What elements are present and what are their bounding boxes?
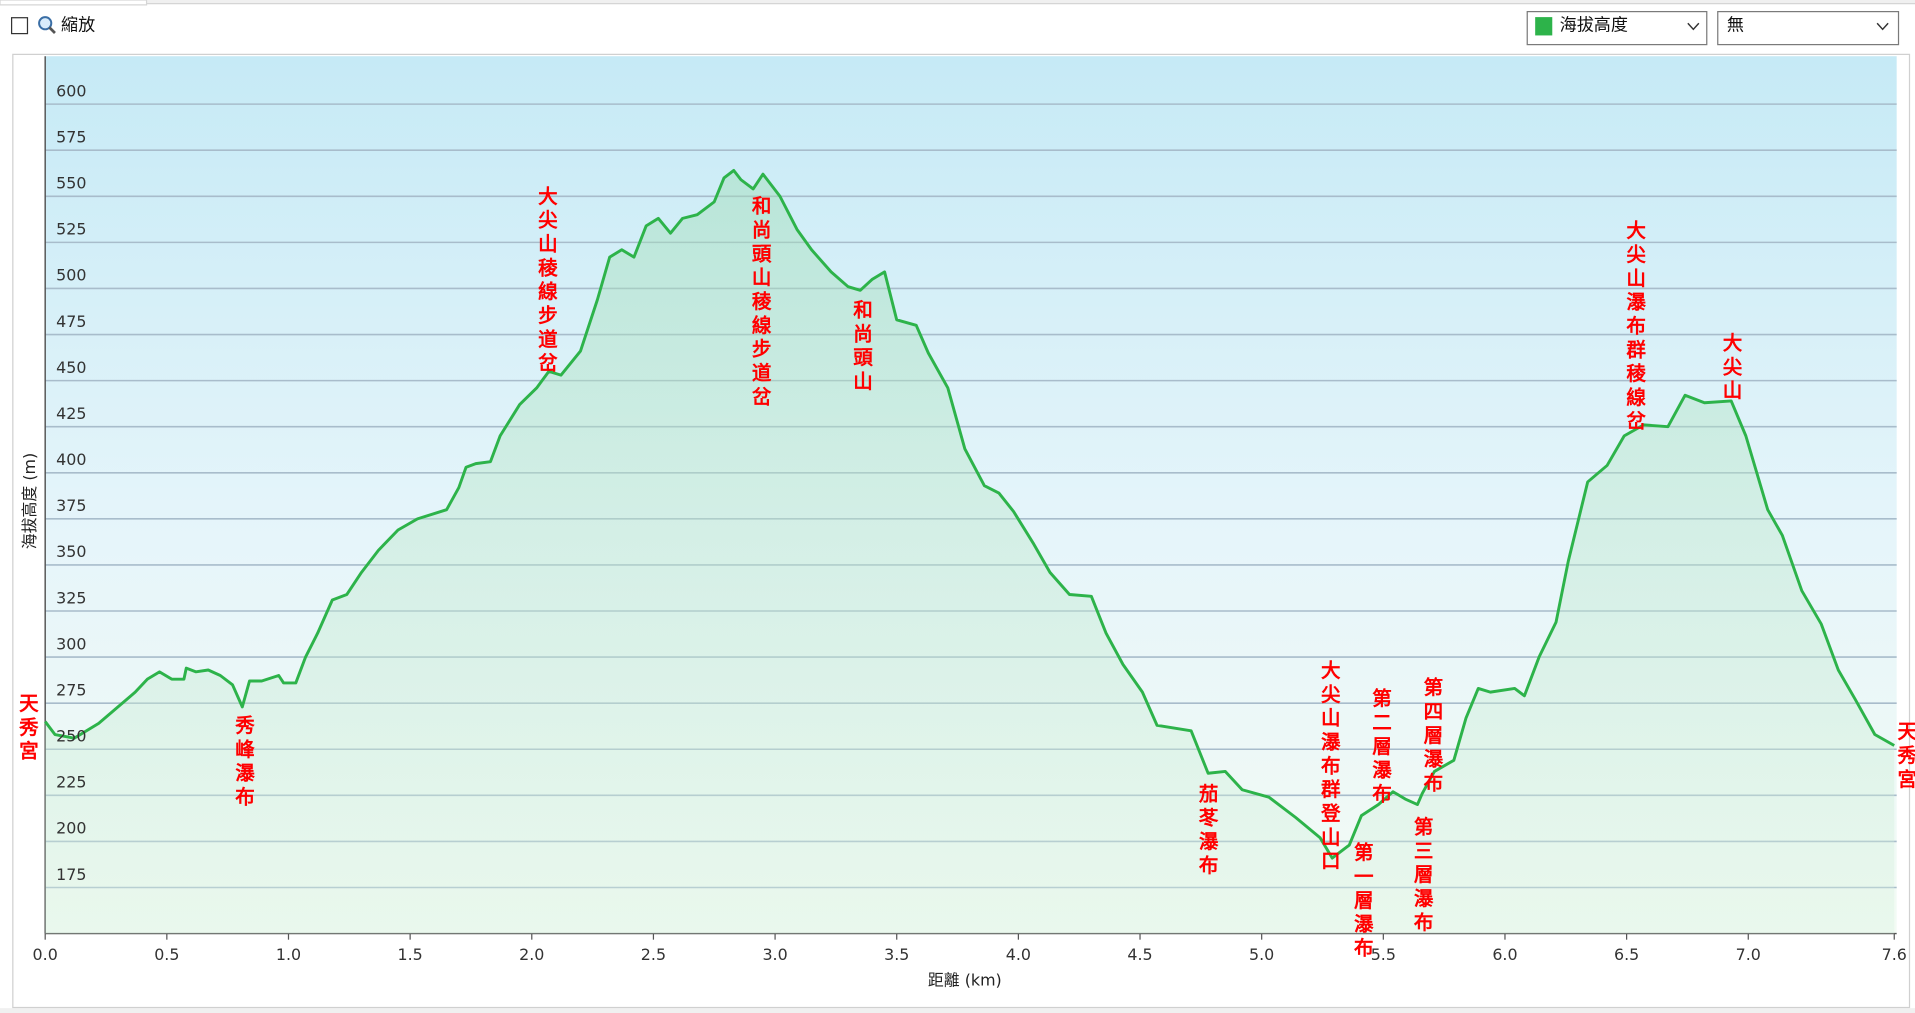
- y-tick-label: 275: [56, 680, 86, 699]
- x-tick-label: 0.0: [33, 945, 58, 964]
- x-tick-label: 7.6: [1882, 945, 1907, 964]
- annotation: 第二層瀑布: [1369, 687, 1392, 807]
- elevation-line: [44, 168, 1895, 860]
- y-tick-label: 500: [56, 266, 86, 285]
- x-tick-label: 6.5: [1614, 945, 1639, 964]
- zoom-label: 縮放: [61, 16, 95, 36]
- x-tick-label: 1.0: [276, 945, 301, 964]
- annotation: 天秀宮: [1894, 721, 1915, 792]
- annotation: 茄苳瀑布: [1195, 782, 1219, 878]
- annotation: 天秀宮: [15, 693, 39, 764]
- annotation: 大尖山稜線步道岔: [534, 185, 557, 376]
- annotation: 和尚頭山: [850, 299, 873, 395]
- series-select-text[interactable]: 海拔高度: [1560, 16, 1628, 36]
- annotation: 第三層瀑布: [1410, 815, 1433, 935]
- y-tick-label: 250: [56, 727, 86, 746]
- zoom-checkbox[interactable]: [10, 17, 29, 35]
- x-axis-title: 距離 (km): [928, 971, 1002, 990]
- annotation: 和尚頭山稜線步道岔: [748, 195, 771, 410]
- annotation: 第一層瀑布: [1350, 841, 1373, 961]
- annotation: 大尖山瀑布群稜線岔: [1623, 219, 1647, 434]
- y-axis-title: 海拔高度 (m): [20, 453, 39, 549]
- y-tick-label: 300: [56, 634, 86, 653]
- y-tick-label: 425: [56, 404, 86, 423]
- y-tick-label: 375: [56, 496, 86, 515]
- x-tick-label: 2.5: [641, 945, 666, 964]
- annotation: 第四層瀑布: [1420, 676, 1443, 796]
- x-tick-label: 4.5: [1127, 945, 1152, 964]
- x-tick-label: 0.5: [154, 945, 179, 964]
- y-tick-label: 200: [56, 819, 86, 838]
- x-tick-label: 3.0: [762, 945, 787, 964]
- x-tick-label: 7.0: [1736, 945, 1761, 964]
- y-tick-label: 350: [56, 542, 86, 561]
- x-tick-label: 6.0: [1492, 945, 1517, 964]
- overlay-select-text[interactable]: 無: [1727, 16, 1744, 36]
- x-tick-label: 3.5: [884, 945, 909, 964]
- y-tick-label: 175: [56, 865, 86, 884]
- annotation: 大尖山: [1719, 332, 1742, 404]
- x-tick-label: 4.0: [1006, 945, 1031, 964]
- y-tick-label: 475: [56, 312, 86, 331]
- tab[interactable]: [0, 0, 148, 6]
- x-tick-label: 2.0: [519, 945, 544, 964]
- y-tick-label: 225: [56, 773, 86, 792]
- y-tick-label: 325: [56, 588, 86, 607]
- zoom-icon: [38, 16, 56, 34]
- y-tick-label: 550: [56, 174, 86, 193]
- x-tick-label: 5.5: [1371, 945, 1396, 964]
- x-tick-label: 1.5: [398, 945, 423, 964]
- annotation: 大尖山瀑布群登山口: [1317, 659, 1341, 874]
- legend-swatch: [1535, 17, 1553, 36]
- annotation: 秀峰瀑布: [232, 714, 256, 810]
- series-select[interactable]: [1526, 10, 1708, 46]
- y-tick-label: 600: [56, 81, 86, 100]
- y-tick-label: 450: [56, 358, 86, 377]
- x-tick-label: 5.0: [1249, 945, 1274, 964]
- overlay-select[interactable]: [1717, 10, 1900, 46]
- area: [45, 170, 1895, 934]
- y-tick-label: 525: [56, 220, 86, 239]
- y-tick-label: 400: [56, 450, 86, 469]
- y-tick-label: 575: [56, 127, 86, 146]
